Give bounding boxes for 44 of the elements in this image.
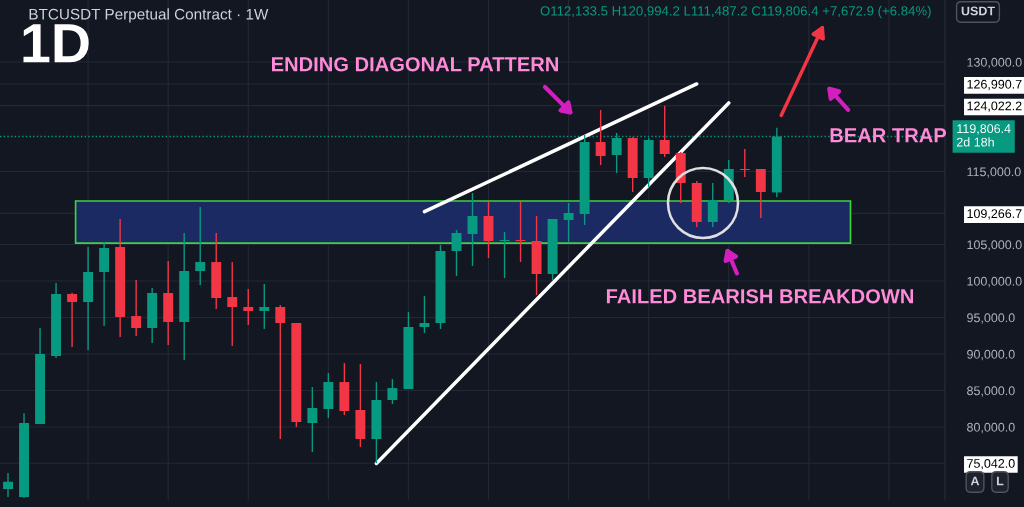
candlestick — [259, 283, 270, 330]
candlestick — [195, 206, 206, 286]
candlestick — [467, 192, 478, 267]
candlestick — [595, 109, 606, 166]
candlestick — [307, 386, 318, 453]
candlestick — [515, 201, 526, 263]
candlestick — [707, 182, 718, 228]
y-tick-label: 80,000.0 — [967, 422, 1015, 434]
candlestick — [275, 304, 286, 440]
y-tick-label: 115,000.0 — [967, 167, 1021, 178]
y-tick-label: 124,022.2 — [967, 101, 1022, 112]
text: A — [970, 476, 980, 486]
y-tick-label: 85,000.0 — [967, 386, 1015, 397]
candlestick — [419, 295, 430, 334]
text: USDT — [961, 6, 995, 16]
candlestick — [227, 261, 238, 347]
candlestick — [3, 472, 13, 498]
candlestick — [131, 279, 142, 337]
annotation: BEAR TRAP — [830, 128, 947, 143]
y-tick-label: 95,000.0 — [967, 313, 1015, 324]
ref-line-label: 119,806.4 2d 18h — [956, 124, 1011, 147]
y-tick-label: 109,266.7 — [967, 209, 1022, 220]
candlestick — [659, 104, 670, 158]
candlestick — [739, 148, 750, 178]
candlestick — [67, 292, 78, 348]
candlestick — [755, 168, 766, 219]
candlestick — [387, 378, 398, 405]
text: L — [997, 476, 1004, 486]
text: BTCUSDT Perpetual Contract · 1W — [29, 8, 269, 23]
y-tick-label: 130,000.0 — [967, 57, 1022, 69]
annotation: FAILED BEARISH BREAKDOWN — [606, 289, 914, 304]
y-tick-label: 105,000.0 — [967, 240, 1022, 251]
y-tick-label: 90,000.0 — [967, 349, 1015, 361]
candlestick — [499, 231, 510, 279]
annotation: 1D — [23, 24, 89, 63]
y-tick-label: 100,000.0 — [967, 276, 1022, 288]
candlestick — [99, 241, 110, 327]
candlestick — [243, 288, 254, 326]
chart-subtitle: O112,133.5 H120,994.2 L111,487.2 C119,806.4 +7,672.9 (+6.84%) — [540, 5, 931, 19]
y-tick-label: 126,990.7 — [967, 79, 1022, 91]
y-tick-label: 75,042.0 — [967, 459, 1015, 470]
candlestick — [563, 202, 574, 243]
candlestick — [451, 229, 462, 277]
annotation: ENDING DIAGONAL PATTERN — [272, 57, 558, 72]
